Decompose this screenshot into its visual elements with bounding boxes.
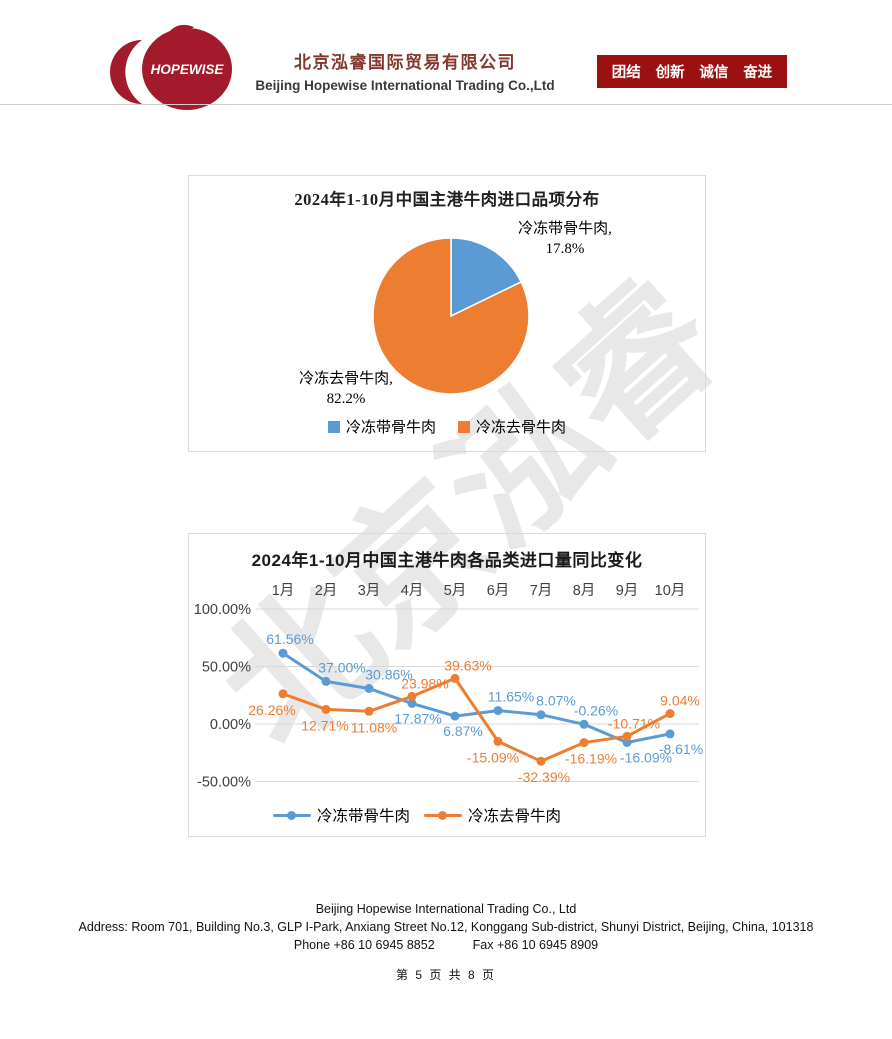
y-tick-label: -50.00%: [197, 775, 251, 791]
data-point: [321, 704, 331, 714]
data-point: [364, 706, 374, 716]
x-axis-label: 3月: [358, 583, 381, 599]
data-point: [278, 689, 288, 699]
data-label: 17.87%: [394, 710, 441, 726]
pie-chart-title: 2024年1-10月中国主港牛肉进口品项分布: [294, 190, 600, 209]
pie-callout-bone-in: 冷冻带骨牛肉, 17.8%: [518, 221, 612, 257]
pie-legend-item-bone-in: 冷冻带骨牛肉: [327, 416, 436, 437]
x-axis-label: 6月: [487, 583, 510, 599]
data-point: [536, 710, 546, 720]
data-label: -16.09%: [620, 750, 672, 766]
x-axis-label: 7月: [530, 583, 553, 599]
data-point: [493, 706, 503, 716]
data-point: [321, 676, 331, 686]
pie-callout-boneless: 冷冻去骨牛肉, 82.2%: [299, 371, 393, 407]
pie-legend: 冷冻带骨牛肉 冷冻去骨牛肉: [189, 416, 705, 437]
legend-line-marker-blue-icon: [272, 810, 311, 820]
x-axis-label: 9月: [616, 583, 639, 599]
data-label: 23.98%: [401, 675, 448, 691]
pie-slice-1: [372, 237, 530, 395]
footer-contact: Phone +86 10 6945 8852 Fax +86 10 6945 8…: [0, 938, 892, 952]
data-label: 37.00%: [318, 659, 365, 675]
hopewise-logo-icon: HOPEWISE: [110, 24, 232, 110]
header-divider: [0, 104, 892, 105]
data-label: 61.56%: [266, 631, 313, 647]
line-legend-item-boneless: 冷冻去骨牛肉: [424, 804, 561, 826]
data-label: -10.71%: [608, 715, 660, 731]
x-axis-label: 5月: [444, 583, 467, 599]
badge-word-2: 创新: [655, 65, 685, 81]
footer-phone: Phone +86 10 6945 8852: [293, 938, 435, 952]
company-name-block: 北京泓睿国际贸易有限公司 Beijing Hopewise Internatio…: [230, 48, 580, 93]
data-label: 11.08%: [351, 719, 397, 735]
data-point: [622, 731, 632, 741]
data-point: [536, 756, 546, 766]
badge-word-1: 团结: [611, 65, 641, 81]
legend-swatch-orange-icon: [458, 420, 470, 433]
company-name-en: Beijing Hopewise International Trading C…: [255, 78, 555, 93]
footer-address: Address: Room 701, Building No.3, GLP I-…: [78, 920, 814, 934]
data-point: [407, 691, 417, 701]
hopewise-logo: HOPEWISE: [106, 20, 236, 112]
line-legend: 冷冻带骨牛肉 冷冻去骨牛肉: [189, 804, 645, 826]
data-label: 39.63%: [444, 657, 491, 673]
line-legend-item-bone-in: 冷冻带骨牛肉: [272, 804, 410, 826]
data-point: [579, 738, 589, 748]
data-label: 11.65%: [488, 689, 534, 705]
data-label: 6.87%: [443, 723, 483, 739]
x-axis-label: 4月: [401, 583, 424, 599]
values-badge: 团结 创新 诚信 奋进: [597, 55, 787, 88]
data-label: -0.26%: [574, 702, 618, 718]
data-point: [364, 684, 374, 693]
pie-chart-section: 2024年1-10月中国主港牛肉进口品项分布 冷冻带骨牛肉, 17.8% 冷冻去…: [188, 175, 706, 452]
pie-slice-0: [450, 237, 523, 318]
data-label: -16.19%: [565, 751, 617, 767]
footer-company: Beijing Hopewise International Trading C…: [315, 902, 577, 916]
data-label: 12.71%: [301, 717, 348, 733]
y-tick-label: 100.00%: [194, 602, 251, 618]
series-line-1: [281, 676, 672, 763]
data-label: -32.39%: [518, 769, 570, 785]
x-axis-label: 2月: [315, 583, 338, 599]
pie-chart: [372, 237, 530, 395]
data-label: 30.86%: [365, 667, 412, 683]
data-point: [579, 719, 589, 729]
data-point: [278, 648, 288, 658]
data-point: [407, 698, 417, 708]
data-point: [665, 709, 675, 719]
data-point: [493, 736, 503, 746]
legend-swatch-blue-icon: [327, 420, 340, 433]
data-point: [622, 738, 632, 747]
data-point: [450, 673, 460, 683]
line-chart: 100.00% 50.00% 0.00% -50.00% 1月 2月 3月 4月 5月 6月 7月 8…: [194, 583, 703, 791]
x-axis-label: 1月: [272, 583, 295, 599]
y-tick-label: 50.00%: [202, 660, 251, 676]
logo-text: HOPEWISE: [151, 62, 225, 77]
x-axis-label: 8月: [573, 583, 596, 599]
x-axis-label: 10月: [655, 583, 686, 599]
line-chart-section: 100.00% 50.00% 0.00% -50.00% 1月 2月 3月 4月 5月 6月 7月 8…: [188, 533, 706, 837]
data-label: 9.04%: [660, 693, 700, 709]
page-indicator: 第 5 页 共 8 页: [395, 968, 497, 982]
page-footer: Beijing Hopewise International Trading C…: [0, 898, 892, 952]
y-tick-label: 0.00%: [210, 717, 251, 733]
footer-fax: Fax +86 10 6945 8909: [472, 938, 599, 952]
data-label: -8.61%: [659, 741, 703, 757]
pie-legend-item-boneless: 冷冻去骨牛肉: [458, 416, 566, 437]
badge-word-4: 奋进: [743, 65, 773, 81]
legend-line-marker-orange-icon: [424, 810, 462, 820]
data-label: 8.07%: [536, 693, 576, 709]
data-point: [665, 729, 675, 739]
data-label: 26.26%: [248, 702, 295, 718]
line-chart-title: 2024年1-10月中国主港牛肉各品类进口量同比变化: [251, 551, 643, 570]
company-name-zh: 北京泓睿国际贸易有限公司: [294, 53, 516, 72]
data-point: [450, 711, 460, 721]
page-header: HOPEWISE 北京泓睿国际贸易有限公司 Beijing Hopewise I…: [0, 0, 892, 110]
data-label: -15.09%: [467, 749, 519, 765]
series-line-0: [281, 651, 672, 744]
badge-word-3: 诚信: [699, 65, 729, 81]
